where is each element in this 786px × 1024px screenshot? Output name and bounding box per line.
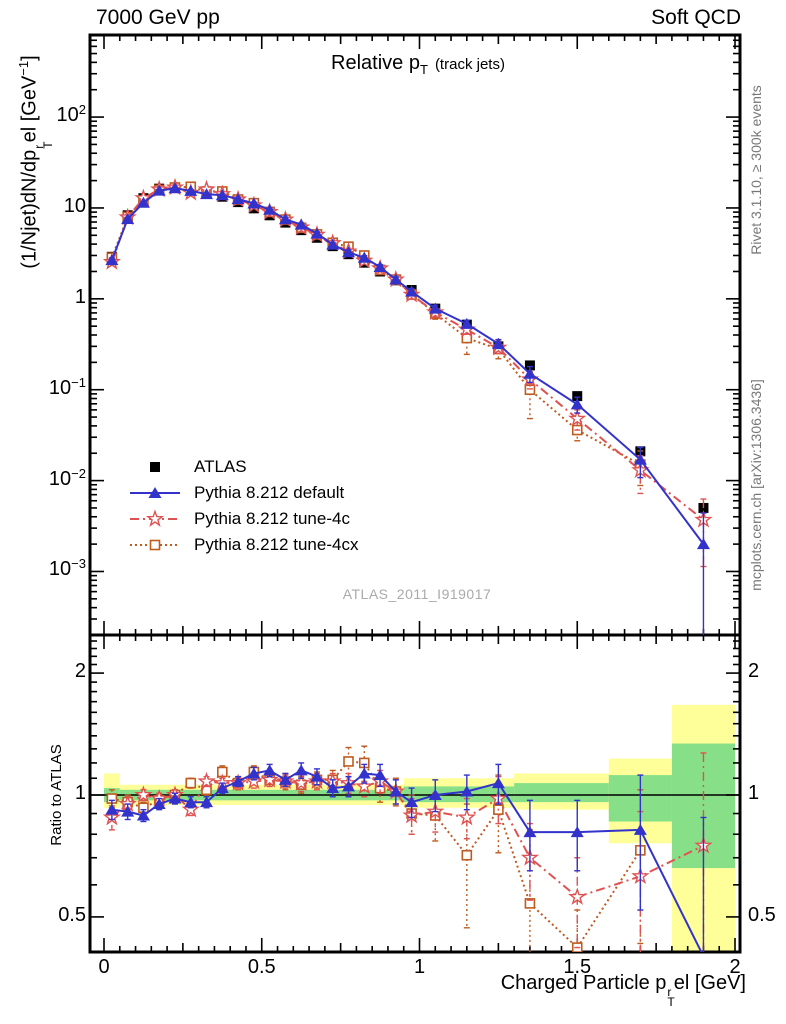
legend-marker-pythia-tune-4c xyxy=(128,509,182,529)
x-axis-label-sub: T xyxy=(667,994,675,1009)
mcplots-reference-note: mcplots.cern.ch [arXiv:1306.3436] xyxy=(748,379,764,591)
main-y-tick-label: 10 xyxy=(63,194,86,217)
x-tick-label: 2 xyxy=(729,956,741,978)
plot-title-qualifier: (track jets) xyxy=(434,56,505,73)
ratio-y-axis-label: Ratio to ATLAS xyxy=(48,744,65,846)
main-y-axis-label-text: (1/Njet)dN/dp xyxy=(18,149,41,269)
main-y-axis-label-units: el [GeV xyxy=(18,75,41,143)
legend-sample-glyph xyxy=(130,487,180,498)
ratio-y-tick-label-left: 1 xyxy=(74,782,86,804)
legend-label-pythia-tune-4c: Pythia 8.212 tune-4c xyxy=(194,509,350,528)
legend: ATLAS Pythia 8.212 default Pythia 8.212 … xyxy=(128,454,358,558)
x-tick-label: 1 xyxy=(413,956,426,978)
legend-sample-glyph xyxy=(130,539,180,551)
ratio-y-tick-label-left: 2 xyxy=(74,660,86,683)
legend-label-atlas: ATLAS xyxy=(194,457,247,476)
legend-item-pythia-tune-4cx: Pythia 8.212 tune-4cx xyxy=(128,532,358,558)
series-pythia-8-212-default-main xyxy=(105,182,710,635)
main-y-tick-label: 10−3 xyxy=(48,556,86,581)
header-process-group: Soft QCD xyxy=(651,6,741,29)
ratio-y-tick-label-right: 0.5 xyxy=(748,903,776,926)
x-axis-label-text: Charged Particle p xyxy=(500,972,667,994)
main-y-tick-label: 10−1 xyxy=(48,374,86,399)
plot-title-subscript: T xyxy=(419,62,428,77)
axis-ticks xyxy=(90,34,740,952)
legend-marker-pythia-tune-4cx xyxy=(128,535,182,555)
ratio-y-tick-label-right: 2 xyxy=(748,660,760,683)
plot-title-text: Relative p xyxy=(331,52,420,74)
main-y-axis-label-exponent: −1 xyxy=(16,60,31,76)
x-axis-label-sup: r xyxy=(667,985,672,999)
rivet-version-note: Rivet 3.1.10, ≥ 300k events xyxy=(748,85,764,255)
legend-label-pythia-default: Pythia 8.212 default xyxy=(194,483,345,502)
ratio-y-tick-label-right: 1 xyxy=(748,782,760,804)
series-pythia-8-212-tune-4cx-main xyxy=(106,181,646,487)
watermark-analysis-id: ATLAS_2011_I919017 xyxy=(342,586,492,602)
x-tick-label: 1.5 xyxy=(563,956,592,978)
main-y-axis-label-close: ] xyxy=(18,55,41,61)
legend-marker-atlas xyxy=(128,457,182,477)
x-axis-label-units: el [GeV] xyxy=(673,972,746,994)
x-tick-label: 0 xyxy=(98,956,110,978)
main-y-axis-label-sub: T xyxy=(41,141,56,149)
legend-marker-pythia-default xyxy=(128,483,182,503)
legend-label-pythia-tune-4cx: Pythia 8.212 tune-4cx xyxy=(194,535,359,554)
legend-item-pythia-default: Pythia 8.212 default xyxy=(128,480,358,506)
ratio-y-tick-label-left: 0.5 xyxy=(58,903,86,926)
main-y-tick-label: 102 xyxy=(56,102,86,127)
main-y-tick-label: 1 xyxy=(74,285,86,308)
legend-sample-glyph xyxy=(150,462,160,472)
legend-item-atlas: ATLAS xyxy=(128,454,358,480)
plot-title: Relative pT (track jets) xyxy=(173,52,663,77)
x-tick-label: 0.5 xyxy=(247,956,276,978)
band-green xyxy=(514,783,609,803)
series-pythia-8-212-default-ratio xyxy=(105,762,707,952)
legend-item-pythia-tune-4c: Pythia 8.212 tune-4c xyxy=(128,506,358,532)
main-y-tick-label: 10−2 xyxy=(48,465,86,490)
legend-sample-glyph xyxy=(130,509,180,527)
ratio-panel-frame xyxy=(88,633,742,954)
header-beam-energy: 7000 GeV pp xyxy=(96,6,220,29)
